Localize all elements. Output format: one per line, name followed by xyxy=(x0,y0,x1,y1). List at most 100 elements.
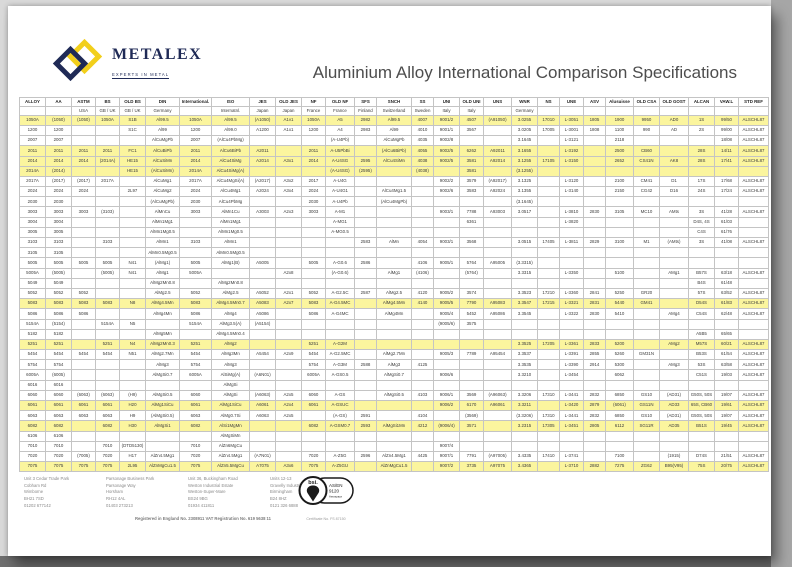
table-cell: 5454 xyxy=(301,349,326,361)
table-cell: 5052 xyxy=(71,287,96,300)
table-cell xyxy=(95,247,120,259)
table-cell: ALSCHL87 xyxy=(738,175,769,188)
column-header: NF xyxy=(301,96,326,108)
table-cell: 2596 xyxy=(354,450,377,463)
table-cell xyxy=(301,135,326,147)
table-cell: A-Z5GU xyxy=(325,461,355,473)
table-cell: AlMg1SiCu xyxy=(211,400,250,412)
table-cell: 7788 xyxy=(459,206,484,218)
table-cell: S1B xyxy=(119,114,146,126)
table-row: 2014 2014 2014 (2014A) HE15 AlCuSiMn 2014 AlCu4… xyxy=(19,155,769,167)
table-cell: 2024 xyxy=(301,186,326,198)
table-cell: G50S, 50S xyxy=(688,389,715,402)
table-cell: CB60 xyxy=(633,145,660,157)
table-cell: Al99.5 xyxy=(145,114,180,126)
table-row: 5754 5754 AlMg3 5754 AlMg3 5754 A-G3M 2588 AlMg3… xyxy=(19,359,769,371)
table-cell: 6005A xyxy=(179,369,212,381)
table-cell: AlCuBiPb xyxy=(145,145,180,157)
table-cell: AlMnCu xyxy=(145,206,180,218)
footer-address-line: 0121 326 6888 xyxy=(270,502,298,508)
table-cell: AlCu4MgSi(A) xyxy=(211,175,250,188)
table-cell: (2017) xyxy=(45,175,72,188)
table-cell: 6061 xyxy=(301,400,326,412)
table-cell: A3003 xyxy=(249,206,276,218)
table-cell: AlMgSi0.7 xyxy=(376,369,412,381)
table-cell xyxy=(459,196,484,208)
column-subheader: Italy xyxy=(459,106,484,116)
table-cell xyxy=(559,430,584,442)
table-cell: AD xyxy=(659,124,689,137)
table-cell: 3.4335 xyxy=(511,450,538,463)
table-cell xyxy=(119,369,146,381)
table-row: 2030 2030 (AlCuMgPb) 2030 AlCu4PbMg 2030 A-U4P… xyxy=(19,196,769,208)
table-cell: AlMg5Mn xyxy=(145,328,180,340)
table-cell: (A-G0.6) xyxy=(325,267,355,279)
table-cell: 1050A xyxy=(179,114,212,126)
table-cell xyxy=(249,420,276,432)
table-cell: 7010 xyxy=(19,440,46,452)
table-cell: 63/52 xyxy=(714,287,739,300)
table-cell: (6063) xyxy=(95,389,120,402)
table-cell xyxy=(633,450,660,463)
table-cell: 6082 xyxy=(301,420,326,432)
table-cell xyxy=(633,308,660,320)
table-cell: 3S xyxy=(688,206,715,218)
table-cell: A1200 xyxy=(249,124,276,137)
table-cell xyxy=(537,349,560,361)
table-cell: 2652 xyxy=(605,155,634,167)
table-cell: 17105 xyxy=(537,155,560,167)
column-header: UNS xyxy=(483,96,512,108)
table-cell xyxy=(659,440,689,452)
table-cell: 3003 xyxy=(71,206,96,218)
table-cell xyxy=(459,226,484,239)
table-cell: L-3321 xyxy=(559,298,584,310)
table-cell: A-G2M xyxy=(325,338,355,351)
table-cell: AlMgSi0.5 xyxy=(376,389,412,402)
footer-address-line: Gravelly Industrial Park xyxy=(270,482,314,488)
table-cell xyxy=(354,389,377,402)
table-cell xyxy=(714,318,739,330)
table-cell xyxy=(483,237,512,249)
table-cell: 5251 xyxy=(19,338,46,351)
table-cell: A-G4.5MC xyxy=(325,298,355,310)
table-cell: 7075 xyxy=(19,461,46,473)
table-cell: 1200 xyxy=(301,124,326,137)
table-cell xyxy=(354,369,377,381)
table-cell: 5052 xyxy=(301,287,326,300)
table-cell xyxy=(211,267,250,279)
table-cell xyxy=(583,145,606,157)
table-cell: 3569 xyxy=(459,389,484,402)
column-header: JES xyxy=(249,96,276,108)
table-cell: AlMgSi1 xyxy=(145,420,180,432)
certificate-number: Certificate No. FS 87150 xyxy=(306,517,346,521)
table-row: 5049 5049 AlMg2Mn0.8 AlMg2Mn0.8 B4S 61/48 xyxy=(19,277,769,289)
footer: Unit 3 Cedar Trade Park Cobham Rd Wimborne… xyxy=(8,472,771,542)
table-cell: (3103) xyxy=(95,206,120,218)
column-header: ISO xyxy=(211,96,250,108)
table-cell xyxy=(583,165,606,177)
table-cell: Al99.5 xyxy=(211,114,250,126)
table-cell: A-Z5G xyxy=(325,450,355,463)
table-cell: A3x2 xyxy=(275,175,302,188)
table-cell: AlZn6MgCu xyxy=(211,440,250,452)
table-cell: N41 xyxy=(119,267,146,279)
column-subheader xyxy=(559,106,584,116)
table-cell: 2017A xyxy=(19,175,46,188)
table-cell xyxy=(145,440,180,452)
table-cell xyxy=(179,328,212,340)
table-cell xyxy=(354,145,377,157)
table-cell: AlMg2.7Mn xyxy=(376,349,412,361)
table-cell xyxy=(459,328,484,340)
table-cell xyxy=(583,247,606,259)
table-cell: 6082 xyxy=(19,420,46,432)
table-cell: AlCu4Mg1.5 xyxy=(376,186,412,198)
table-cell: L-3441 xyxy=(559,410,584,422)
column-header: ASV xyxy=(583,96,606,108)
table-cell: (9005/6) xyxy=(433,318,460,330)
table-cell xyxy=(605,165,634,177)
table-cell xyxy=(119,237,146,249)
table-cell xyxy=(249,135,276,147)
table-cell: 41/28 xyxy=(714,206,739,218)
table-cell: AlSiMg(A) xyxy=(211,369,250,381)
column-header: International. xyxy=(179,96,212,108)
